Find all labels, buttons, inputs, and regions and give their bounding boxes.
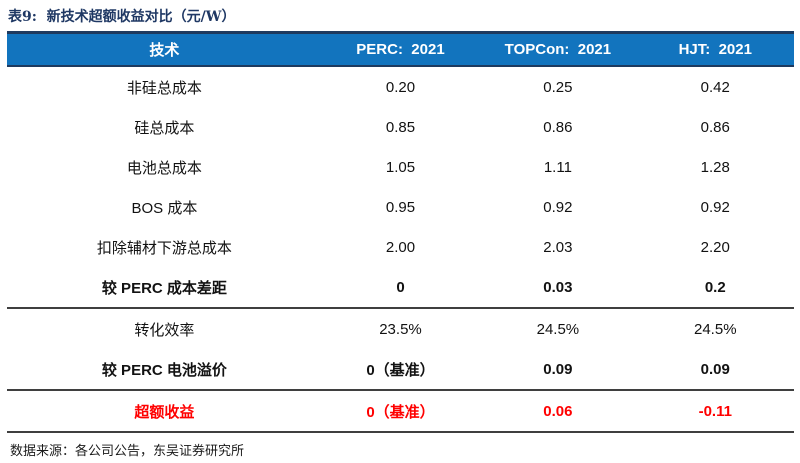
- cell-value: 0.20: [385, 78, 416, 96]
- table-row: 电池总成本 1.05 1.11 1.28: [7, 147, 794, 187]
- excess-return-section: 超额收益 0（基准） 0.06 -0.11: [7, 391, 794, 433]
- table-row: 非硅总成本 0.20 0.25 0.42: [7, 67, 794, 107]
- column-header-topcon: TOPCon: 2021: [504, 41, 612, 58]
- row-label: BOS 成本: [131, 199, 198, 217]
- cell-value: 0.95: [385, 198, 416, 216]
- cell-value: 0.86: [700, 118, 730, 136]
- cell-value: 0.25: [543, 78, 573, 96]
- row-label: 非硅总成本: [126, 79, 202, 97]
- cell-value: 1.05: [385, 158, 416, 176]
- data-source-note: 数据来源：各公司公告，东吴证券研究所: [10, 444, 245, 459]
- cell-value: 1.28: [700, 158, 730, 176]
- cell-value: 0.92: [700, 198, 730, 216]
- table-row: BOS 成本 0.95 0.92 0.92: [7, 187, 794, 227]
- row-label: 电池总成本: [126, 159, 202, 177]
- cost-section: 非硅总成本 0.20 0.25 0.42 硅总成本 0.85 0.86 0.86…: [7, 67, 794, 309]
- cell-value: 0.92: [543, 198, 573, 216]
- cell-value: -0.11: [698, 402, 732, 420]
- cell-value: 0.03: [543, 278, 573, 296]
- cell-value: 2.00: [385, 238, 416, 256]
- column-header-tech: 技术: [149, 42, 180, 59]
- table-title: 表9: 新技术超额收益对比（元/W）: [8, 9, 236, 25]
- efficiency-section: 转化效率 23.5% 24.5% 24.5% 较 PERC 电池溢价 0（基准）…: [7, 309, 794, 391]
- table-row: 转化效率 23.5% 24.5% 24.5%: [7, 309, 794, 349]
- cell-value: 0（基准）: [366, 403, 435, 421]
- cell-value: 0.2: [704, 278, 726, 296]
- cell-value: 23.5%: [379, 320, 422, 338]
- cell-value: 0.86: [543, 118, 573, 136]
- comparison-table: 技术 PERC: 2021 TOPCon: 2021 HJT: 2021 非硅总…: [7, 31, 794, 433]
- table-row-premium: 较 PERC 电池溢价 0（基准） 0.09 0.09: [7, 349, 794, 389]
- cell-value: 0.42: [700, 78, 730, 96]
- cell-value: 24.5%: [694, 320, 737, 338]
- cell-value: 2.03: [543, 238, 573, 256]
- cell-value: 0.06: [543, 402, 573, 420]
- cell-value: 24.5%: [536, 320, 580, 338]
- table-row-cost-gap: 较 PERC 成本差距 0 0.03 0.2: [7, 267, 794, 307]
- table-header-row: 技术 PERC: 2021 TOPCon: 2021 HJT: 2021: [7, 31, 794, 67]
- cell-value: 0.09: [543, 360, 573, 378]
- cell-value: 0（基准）: [366, 361, 435, 379]
- row-label: 超额收益: [134, 403, 195, 421]
- cell-value: 0: [396, 278, 405, 296]
- table-row: 硅总成本 0.85 0.86 0.86: [7, 107, 794, 147]
- table-row: 扣除辅材下游总成本 2.00 2.03 2.20: [7, 227, 794, 267]
- cell-value: 2.20: [700, 238, 730, 256]
- row-label: 硅总成本: [134, 119, 195, 137]
- row-label: 较 PERC 成本差距: [101, 279, 227, 297]
- table-row-excess-return: 超额收益 0（基准） 0.06 -0.11: [7, 391, 794, 431]
- cell-value: 0.85: [385, 118, 416, 136]
- row-label: 较 PERC 电池溢价: [101, 361, 227, 379]
- row-label: 转化效率: [134, 321, 195, 339]
- cell-value: 1.11: [543, 158, 572, 176]
- column-header-perc: PERC: 2021: [356, 41, 445, 58]
- column-header-hjt: HJT: 2021: [678, 41, 752, 58]
- cell-value: 0.09: [700, 360, 730, 378]
- row-label: 扣除辅材下游总成本: [96, 239, 232, 257]
